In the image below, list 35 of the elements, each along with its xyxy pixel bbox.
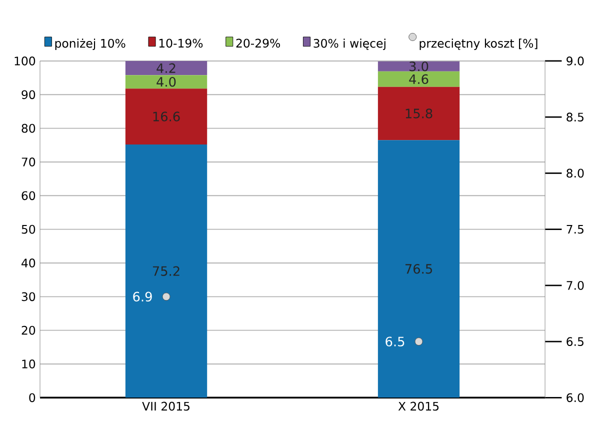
legend-label: 20-29% [236, 38, 280, 48]
y-tick-label: 50 [22, 224, 36, 234]
y2-tick-label: 8.5 [566, 112, 584, 122]
data-label: 4.0 [156, 76, 176, 87]
y2-tick-label: 9.0 [566, 56, 584, 66]
legend-label: 30% i więcej [314, 38, 386, 50]
data-label: 76.5 [405, 264, 432, 274]
y-tick-label: 100 [14, 56, 36, 66]
data-label: 4.6 [409, 74, 428, 84]
data-label: 6.5 [386, 336, 404, 346]
y2-tick-label: 6.0 [566, 393, 584, 402]
data-label: 75.2 [152, 266, 180, 276]
data-label: 6.9 [133, 292, 152, 302]
y2-tick-label: 8.0 [566, 168, 584, 178]
legend-label: przeciętny koszt [%] [420, 38, 538, 50]
x-tick-label: VII 2015 [142, 402, 190, 411]
y-tick-label: 30 [22, 292, 36, 302]
y-tick-label: 80 [22, 124, 36, 133]
legend-label: 10-19% [159, 38, 203, 48]
legend-label: poniżej 10% [55, 38, 126, 50]
y-tick-label: 70 [22, 158, 36, 166]
y-tick-label: 60 [22, 191, 36, 200]
data-label: 4.2 [156, 63, 176, 73]
data-label: 15.8 [406, 108, 432, 118]
y-tick-label: 40 [22, 258, 36, 268]
x-tick-label: X 2015 [398, 402, 439, 411]
data-label: 16.6 [153, 112, 180, 122]
y-tick-label: 20 [22, 326, 36, 335]
data-label: 3.0 [410, 62, 428, 72]
y-tick-label: 0 [29, 393, 36, 402]
y-tick-label: 10 [22, 360, 36, 368]
y2-tick-label: 7.5 [566, 224, 584, 234]
y2-tick-label: 7.0 [566, 280, 584, 290]
y-tick-label: 90 [22, 90, 36, 100]
y2-tick-label: 6.5 [566, 337, 584, 346]
